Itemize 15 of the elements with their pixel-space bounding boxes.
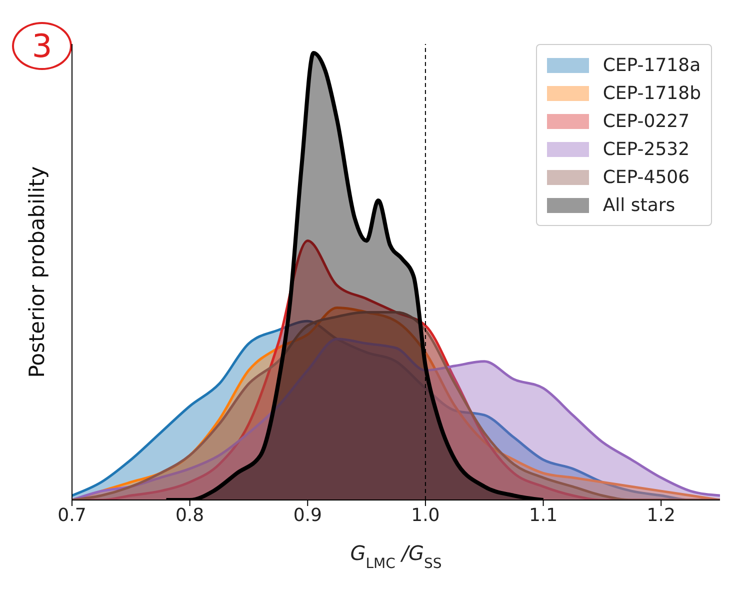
legend-label: All stars	[602, 194, 676, 216]
x-tick-label: 0.9	[293, 504, 322, 526]
x-tick-label: 0.7	[58, 504, 86, 526]
x-tick-label: 0.8	[176, 504, 204, 526]
text: 3	[12, 22, 72, 70]
x-axis-title: G$_{LMC}$/G$_{SS}$	[350, 541, 442, 572]
x-tick-label: 1.0	[411, 504, 440, 526]
legend-label: CEP-2532	[602, 138, 690, 160]
x-tick-label: 1.2	[646, 504, 676, 526]
y-axis-title: Posterior probability	[25, 166, 49, 378]
legend-label: CEP-1718b	[602, 82, 701, 104]
legend-label: CEP-1718a	[602, 54, 701, 76]
legend-label: CEP-4506	[602, 166, 690, 188]
legend-label: CEP-0227	[602, 110, 690, 132]
x-tick-label: 1.1	[528, 504, 558, 526]
